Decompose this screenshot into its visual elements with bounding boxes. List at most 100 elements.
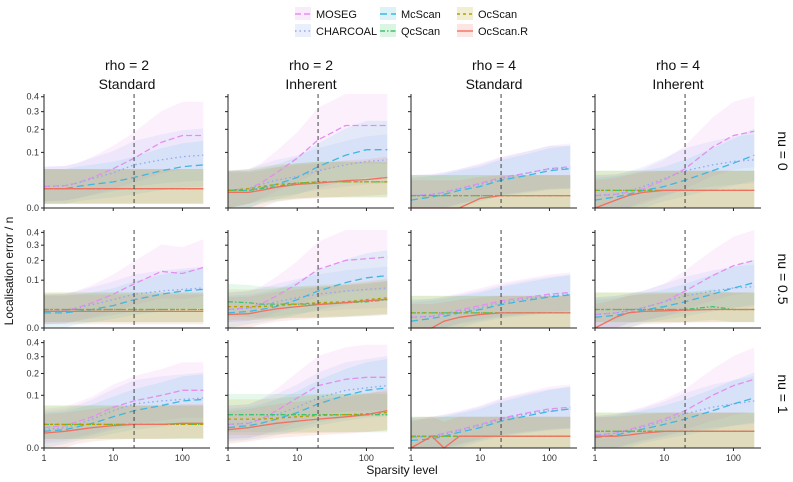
series-line-mcscan <box>410 294 571 322</box>
row-strips: nu = 0 nu = 0.5 nu = 1 <box>775 131 791 414</box>
ribbon-qcscan <box>44 292 204 323</box>
panel <box>592 94 761 211</box>
row-strip-nu: nu = 0 <box>775 131 791 171</box>
legend-item: OcScan <box>457 7 517 21</box>
ribbon-ocscan <box>595 170 755 208</box>
series-line-mcscan <box>594 281 755 318</box>
x-tick-label: 1 <box>408 453 413 463</box>
column-strip-rho: rho = 4 <box>472 57 516 73</box>
ribbon-moseg <box>411 272 571 328</box>
x-tick-label: 1 <box>592 453 597 463</box>
ribbon-charcoal <box>595 134 755 208</box>
ribbon-qcscan <box>595 412 755 448</box>
series-line-moseg <box>227 376 388 426</box>
ribbon-ocscan <box>411 175 571 208</box>
y-tick-label: 0.4 <box>26 338 39 348</box>
x-tick-label: 100 <box>175 453 190 463</box>
ribbon-ocscan-r <box>228 280 388 328</box>
legend-item: QcScan <box>380 24 440 38</box>
ribbon-ocscan <box>595 412 755 448</box>
ribbon-qcscan <box>228 281 388 318</box>
series-line-ocscan-r <box>595 430 755 437</box>
y-tick-label: 0.2 <box>26 124 39 134</box>
ribbon-ocscan <box>44 292 204 323</box>
series-line-charcoal <box>43 397 204 431</box>
ribbon-ocscan-r <box>411 175 571 208</box>
legend-label: OcScan <box>478 9 517 21</box>
series-line-charcoal <box>43 154 204 188</box>
ribbon-moseg <box>595 96 755 208</box>
ribbon-qcscan <box>228 394 388 433</box>
ribbon-mcscan <box>44 268 204 328</box>
ribbon-mcscan <box>44 141 204 204</box>
ribbon-moseg <box>44 239 204 325</box>
ribbon-qcscan <box>411 416 571 448</box>
series-line-ocscan-r <box>43 422 204 434</box>
ribbon-charcoal <box>411 274 571 328</box>
x-tick-label: 1 <box>41 453 46 463</box>
series-line-qcscan <box>228 181 388 192</box>
ribbon-qcscan <box>44 405 204 439</box>
ribbon-moseg <box>595 230 755 328</box>
column-strips: rho = 2 Standard rho = 2 Inherent rho = 4 Sta… <box>99 57 704 92</box>
legend-item: MOSEG <box>295 7 357 21</box>
panel <box>225 94 394 211</box>
ribbon-qcscan <box>411 175 571 208</box>
series-line-mcscan <box>410 408 571 442</box>
y-tick-label: 0.3 <box>26 352 39 362</box>
y-tick-label: 0.2 <box>26 255 39 265</box>
series-line-ocscan-r <box>228 176 388 193</box>
legend-label: QcScan <box>401 26 440 38</box>
x-axis-label: Sparsity level <box>366 463 437 477</box>
ribbon-mcscan <box>411 275 571 328</box>
ribbon-ocscan-r <box>44 404 204 448</box>
series-line-mcscan <box>594 154 755 201</box>
ribbon-charcoal <box>44 128 204 202</box>
ribbon-qcscan <box>228 161 388 208</box>
ribbon-mcscan <box>595 372 755 448</box>
y-tick-label: 0.1 <box>26 390 39 400</box>
column-strip-type: Standard <box>466 76 523 92</box>
ribbon-charcoal <box>44 372 204 444</box>
series-line-charcoal <box>594 159 755 197</box>
series-line-ocscan-r <box>594 189 755 209</box>
x-tick-label: 100 <box>726 453 741 463</box>
legend-item: McScan <box>380 7 441 21</box>
column-strip-rho: rho = 4 <box>656 57 700 73</box>
column-strip-type: Standard <box>99 76 156 92</box>
series-line-moseg <box>594 130 755 197</box>
series-line-ocscan <box>227 181 388 192</box>
series-line-ocscan-r <box>410 435 571 449</box>
legend-key-band <box>380 7 396 20</box>
legend: MOSEG CHARCOAL McScan QcScan OcScan OcScan.R <box>295 7 528 38</box>
y-tick-label: 0.1 <box>26 275 39 285</box>
legend-label: MOSEG <box>316 9 357 21</box>
ribbon-charcoal <box>228 266 388 323</box>
y-tick-label: 0.1 <box>26 147 39 157</box>
x-tick-label: 100 <box>542 453 557 463</box>
ribbon-charcoal <box>411 386 571 448</box>
ribbon-ocscan <box>44 405 204 439</box>
legend-label: McScan <box>401 9 441 21</box>
x-tick-label: 10 <box>292 453 302 463</box>
ribbon-moseg <box>595 347 755 448</box>
y-tick-label: 0.4 <box>26 92 39 102</box>
panel: 0.0 0.1 0.2 0.3 0.4 1 10 100 <box>26 338 210 463</box>
ribbon-ocscan <box>228 161 388 208</box>
panel: 1 10 100 <box>225 340 394 463</box>
series-line-ocscan-r <box>594 308 755 329</box>
x-tick-label: 10 <box>475 453 485 463</box>
series-line-moseg <box>594 378 755 436</box>
series-line-ocscan <box>228 297 388 308</box>
y-tick-label: 0.0 <box>26 323 39 333</box>
panel <box>592 230 761 331</box>
legend-item: OcScan.R <box>457 24 528 38</box>
ribbon-mcscan <box>411 145 571 208</box>
legend-key-band <box>295 7 311 20</box>
series-line-qcscan <box>227 299 388 305</box>
panels: 0.00.10.20.30.40.00.10.20.30.40.00.10.20… <box>26 92 761 463</box>
ribbon-charcoal <box>228 356 388 439</box>
y-tick-label: 0.3 <box>26 240 39 250</box>
panel: 1 10 100 <box>592 340 761 463</box>
ribbon-moseg <box>411 143 571 208</box>
